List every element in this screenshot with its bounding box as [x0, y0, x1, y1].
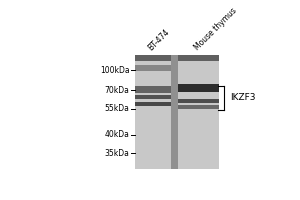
Text: 70kDa: 70kDa [104, 86, 129, 95]
Text: 55kDa: 55kDa [104, 104, 129, 113]
FancyBboxPatch shape [135, 86, 171, 93]
Text: BT-474: BT-474 [146, 27, 171, 52]
FancyBboxPatch shape [178, 105, 219, 109]
FancyBboxPatch shape [135, 55, 171, 61]
Text: IKZF3: IKZF3 [230, 93, 256, 102]
FancyBboxPatch shape [178, 99, 219, 103]
Text: 40kDa: 40kDa [104, 130, 129, 139]
FancyBboxPatch shape [135, 102, 171, 106]
FancyBboxPatch shape [135, 55, 171, 169]
Text: 100kDa: 100kDa [100, 66, 129, 75]
FancyBboxPatch shape [178, 55, 219, 169]
FancyBboxPatch shape [135, 95, 171, 99]
FancyBboxPatch shape [171, 55, 178, 169]
Text: 35kDa: 35kDa [104, 149, 129, 158]
Text: Mouse thymus: Mouse thymus [193, 7, 238, 52]
FancyBboxPatch shape [178, 55, 219, 61]
FancyBboxPatch shape [135, 55, 219, 169]
FancyBboxPatch shape [178, 84, 219, 92]
FancyBboxPatch shape [135, 65, 171, 71]
